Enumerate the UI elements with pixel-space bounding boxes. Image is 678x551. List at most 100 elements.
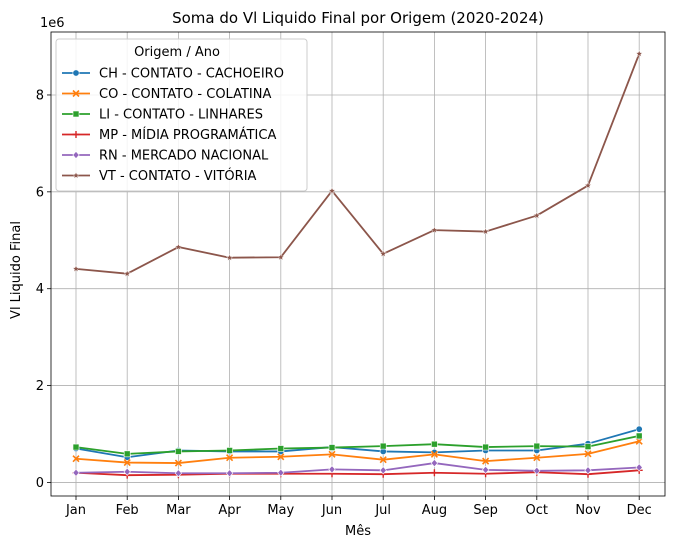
data-point-marker (584, 450, 592, 458)
data-point-marker (379, 466, 387, 475)
y-offset-label: 1e6 (40, 16, 65, 31)
x-tick-label: Feb (116, 503, 139, 518)
plot-frame (50, 31, 666, 497)
legend-swatch-marker (72, 89, 80, 98)
data-point-marker (430, 450, 438, 458)
data-point-marker (533, 442, 541, 450)
data-point-marker (482, 443, 489, 451)
y-tick-label: 0 (36, 476, 44, 491)
x-tick-label: Jan (65, 503, 86, 518)
legend-entry-label: RN - MERCADO NACIONAL (99, 149, 269, 164)
data-point-marker (328, 465, 336, 474)
legend-swatch-marker (72, 110, 80, 118)
legend-title: Origem / Ano (134, 45, 220, 60)
data-point-marker (635, 432, 643, 440)
data-point-marker (174, 243, 183, 251)
data-point-marker (72, 443, 80, 451)
legend: Origem / Ano CH - CONTATO - CACHOEIRO CO … (55, 38, 308, 192)
legend-entry-label: VT - CONTATO - VITÓRIA (99, 168, 257, 184)
series-line (75, 53, 641, 275)
data-point-marker (328, 444, 336, 451)
series-x (72, 437, 643, 467)
legend-swatch-marker (72, 69, 80, 77)
legend-entry-label: LI - CONTATO - LINHARES (99, 108, 263, 123)
data-point-marker (481, 227, 490, 235)
data-point-marker (123, 269, 131, 277)
data-point-marker (635, 49, 643, 57)
data-point-marker (379, 249, 387, 258)
x-tick-label: Mar (166, 503, 191, 518)
data-point-marker (174, 459, 182, 467)
x-tick-label: Dec (627, 503, 652, 518)
data-point-marker (72, 455, 80, 463)
data-point-marker (430, 469, 438, 477)
data-point-marker (533, 211, 541, 219)
x-tick-label: Sep (473, 503, 498, 518)
series-layer (72, 49, 643, 479)
x-tick-label: Jun (321, 503, 342, 518)
y-tick-label: 2 (36, 379, 44, 394)
data-point-marker (72, 468, 80, 477)
data-point-marker (175, 448, 182, 455)
series-star (72, 49, 643, 277)
data-point-marker (533, 466, 541, 475)
data-point-marker (226, 454, 234, 462)
data-point-marker (277, 445, 285, 452)
legend-swatch-marker (72, 171, 80, 179)
data-point-marker (379, 456, 387, 464)
data-point-marker (482, 457, 490, 465)
data-point-marker (277, 468, 285, 477)
x-tick-label: Apr (218, 503, 241, 518)
data-point-marker (430, 459, 439, 468)
y-tick-label: 8 (36, 88, 44, 103)
y-tick-label: 4 (36, 282, 44, 297)
data-point-marker (123, 459, 131, 467)
data-point-marker (379, 442, 387, 450)
data-point-marker (635, 463, 643, 472)
data-point-marker (328, 186, 336, 195)
data-point-marker (431, 440, 438, 448)
data-point-marker (174, 469, 183, 478)
y-axis-label: Vl Liquido Final (9, 221, 24, 319)
legend-box (55, 38, 308, 192)
tick-layer: Jan Feb Mar Apr May Jun Jul Aug Sep Oct Nov Dec 0 2 4 6… (36, 88, 652, 518)
data-point-marker (584, 466, 592, 475)
x-tick-label: Nov (575, 503, 601, 518)
legend-swatch-marker (72, 150, 80, 160)
x-tick-label: May (267, 503, 294, 518)
series-line (75, 435, 640, 455)
series-line (75, 440, 640, 464)
series-square (72, 432, 643, 458)
data-point-marker (123, 450, 131, 458)
data-point-marker (430, 226, 439, 234)
data-point-marker (226, 447, 233, 454)
legend-entry-label: CH - CONTATO - CACHOEIRO (99, 67, 284, 82)
data-point-marker (72, 264, 80, 273)
series-line (75, 462, 640, 475)
data-point-marker (328, 450, 336, 458)
data-point-marker (225, 253, 234, 261)
legend-swatch-marker (72, 131, 80, 138)
data-point-marker (635, 425, 643, 433)
data-point-marker (123, 467, 131, 476)
data-point-marker (225, 469, 234, 478)
legend-entry-label: CO - CONTATO - COLATINA (99, 87, 271, 102)
data-point-marker (584, 181, 592, 189)
x-tick-label: Jul (374, 503, 391, 518)
y-tick-label: 6 (36, 185, 44, 200)
data-point-marker (635, 437, 643, 445)
data-point-marker (584, 443, 592, 450)
series-diamond (72, 459, 643, 478)
x-axis-label: Mês (345, 524, 371, 539)
data-point-marker (277, 453, 285, 461)
x-tick-label: Oct (526, 503, 548, 518)
data-point-marker (533, 454, 541, 462)
data-point-marker (277, 253, 285, 261)
legend-entry-label: MP - MÍDIA PROGRAMÁTICA (99, 127, 276, 143)
series-line (75, 469, 640, 477)
chart-title: Soma do Vl Liquido Final por Origem (202… (172, 9, 544, 27)
x-tick-label: Aug (422, 503, 447, 518)
data-point-marker (481, 465, 490, 474)
